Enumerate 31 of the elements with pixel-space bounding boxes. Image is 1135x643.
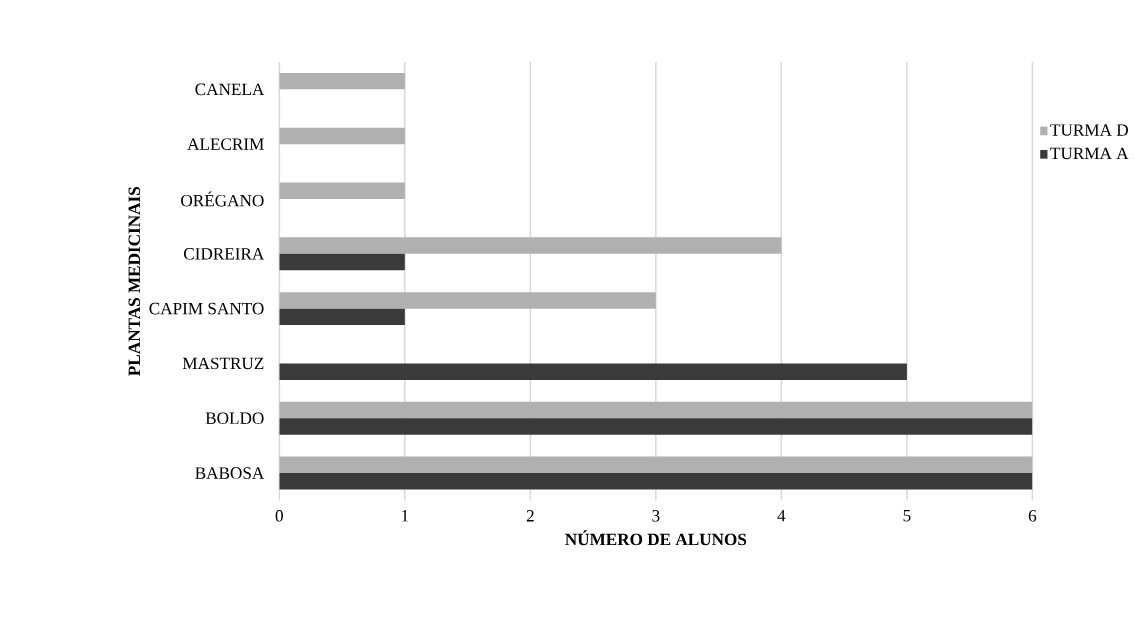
y-axis-title: PLANTAS MEDICINAIS <box>128 187 141 377</box>
bar <box>279 308 405 326</box>
x-tick-label: 6 <box>1028 510 1037 522</box>
legend-label: TURMA D <box>1050 124 1128 137</box>
x-axis-title: NÚMERO DE ALUNOS <box>565 530 747 546</box>
y-tick-label: BABOSA <box>195 467 265 480</box>
bar <box>279 292 656 309</box>
y-tick-label: ALECRIM <box>187 138 264 151</box>
bar <box>279 237 782 255</box>
bar <box>279 402 1033 419</box>
bar <box>279 182 405 200</box>
y-tick-label: ORÉGANO <box>181 191 264 207</box>
bar <box>279 127 405 145</box>
y-tick-label: CANELA <box>195 83 265 96</box>
y-tick-label: BOLDO <box>205 412 264 425</box>
x-tick-label: 0 <box>275 510 283 522</box>
x-tick-label: 1 <box>402 510 409 522</box>
bar <box>279 73 405 90</box>
y-tick-label: CIDREIRA <box>183 248 265 260</box>
y-tick-label: MASTRUZ <box>182 357 264 370</box>
x-tick-label: 2 <box>526 510 534 522</box>
bar <box>279 418 1033 435</box>
bar <box>279 363 907 381</box>
bar <box>279 254 405 271</box>
legend-label: TURMA A <box>1050 147 1129 160</box>
bar <box>279 473 1033 490</box>
x-tick-label: 4 <box>777 510 786 522</box>
y-tick-label: CAPIM SANTO <box>149 303 264 315</box>
bar <box>279 456 1033 474</box>
x-tick-label: 5 <box>903 510 911 522</box>
x-tick-label: 3 <box>652 510 660 522</box>
